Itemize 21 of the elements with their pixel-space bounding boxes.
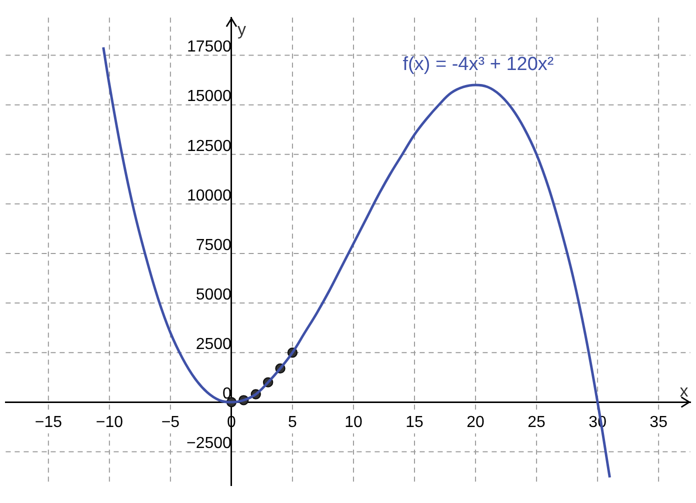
x-tick-label: 5 (288, 414, 298, 432)
y-tick-label: 15000 (186, 88, 232, 106)
y-tick-label: 5000 (196, 286, 232, 304)
series-label: f(x) = -4x³ + 120x² (402, 54, 554, 75)
y-tick-label: 2500 (196, 336, 232, 353)
x-tick-label: −5 (161, 414, 180, 432)
y-tick-label: 0 (222, 386, 232, 403)
x-tick-label: 15 (406, 414, 424, 432)
x-tick-label: −10 (96, 414, 124, 432)
y-axis-title: y (237, 20, 246, 39)
y-tick-label: 10000 (186, 187, 232, 204)
y-tick-label: −2500 (186, 435, 232, 452)
x-tick-label: −15 (34, 414, 62, 432)
y-tick-label: 12500 (186, 138, 232, 155)
x-axis-title: x (680, 381, 689, 400)
x-tick-label: 20 (466, 414, 485, 432)
x-tick-label: 35 (650, 414, 668, 432)
x-tick-label: 10 (344, 414, 362, 432)
x-tick-label: 25 (528, 414, 546, 432)
y-tick-label: 7500 (196, 236, 232, 254)
y-tick-label: 17500 (186, 38, 232, 56)
